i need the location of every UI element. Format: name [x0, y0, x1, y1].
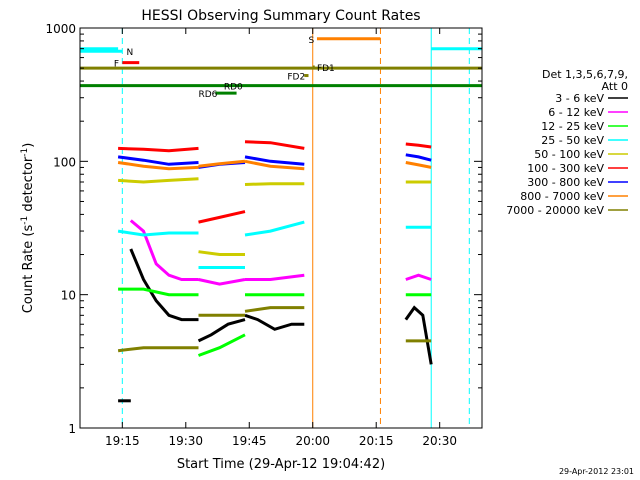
series-6-segment-0 [117, 155, 199, 166]
series-0-segment-1 [129, 248, 199, 322]
timestamp: 29-Apr-2012 23:01 [559, 467, 634, 476]
x-tick-label-3: 20:00 [295, 434, 330, 448]
series-0-segment-3 [244, 313, 305, 331]
series-6-segment-3 [405, 153, 432, 162]
y-tick-label-3: 1000 [45, 22, 76, 36]
y-tick-label-2: 100 [53, 155, 76, 169]
plot-area: NF FD1 FD2 RD0 RD6 S [79, 28, 482, 428]
legend-label-8: 7000 - 20000 keV [506, 204, 604, 217]
legend-header-line2: Att 0 [602, 80, 628, 93]
y-axis-label-sup2: -1 [20, 148, 30, 157]
series-1-segment-0 [129, 219, 199, 281]
y-axis-label-mid: detector [21, 156, 36, 216]
flag-label-3: FD2 [287, 73, 305, 83]
series-3-segment-1 [117, 229, 199, 237]
y-axis-label-end: ) [21, 143, 36, 148]
flag-label-6: S [309, 36, 315, 46]
x-axis-label: Start Time (29-Apr-12 19:04:42) [177, 457, 385, 472]
legend-label-1: 6 - 12 keV [548, 106, 604, 119]
legend-label-7: 800 - 7000 keV [520, 190, 604, 203]
series-7-segment-0 [117, 161, 199, 171]
y-axis: 1 10 100 1000 [45, 22, 482, 436]
series-5-segment-2 [244, 140, 305, 150]
y-tick-label-0: 1 [68, 422, 76, 436]
series-0-segment-4 [404, 305, 433, 365]
legend-label-0: 3 - 6 keV [555, 92, 604, 105]
x-tick-label-1: 19:30 [168, 434, 203, 448]
series-8-segment-1 [117, 346, 199, 353]
series-2-segment-1 [197, 333, 246, 357]
y-axis-label-sup1: -1 [20, 216, 30, 225]
x-tick-label-4: 20:15 [359, 434, 394, 448]
series-8-segment-3 [244, 306, 305, 313]
series-3-segment-3 [244, 220, 305, 237]
series-5-segment-0 [118, 146, 199, 153]
legend-label-2: 12 - 25 keV [541, 120, 604, 133]
series-4-segment-2 [244, 182, 305, 186]
series-7-segment-2 [244, 159, 305, 171]
x-tick-label-0: 19:15 [105, 434, 140, 448]
series-2-segment-0 [118, 287, 199, 297]
y-axis-label-main: Count Rate (s [21, 225, 36, 314]
series-1-segment-2 [245, 273, 305, 281]
series-4-segment-0 [118, 177, 199, 184]
series-1-segment-3 [405, 273, 432, 281]
x-tick-label-2: 19:45 [232, 434, 267, 448]
series-1-segment-1 [198, 278, 246, 286]
series-0-segment-2 [197, 318, 246, 343]
x-axis: 19:15 19:30 19:45 20:00 20:15 20:30 [105, 28, 457, 448]
flag-label-1: F [114, 60, 119, 70]
x-tick-label-5: 20:30 [422, 434, 457, 448]
legend-label-4: 50 - 100 keV [534, 148, 604, 161]
legend-label-5: 100 - 300 keV [527, 162, 604, 175]
flag-label-5: RD6 [198, 90, 217, 100]
series-5-segment-1 [198, 210, 246, 224]
y-axis-label: Count Rate (s-1 detector-1) [20, 143, 36, 314]
flag-label-4: RD0 [224, 83, 243, 93]
legend-label-6: 300 - 800 keV [527, 176, 604, 189]
series-7-segment-1 [198, 159, 246, 168]
y-tick-label-1: 10 [61, 289, 76, 303]
series-5-segment-3 [405, 142, 432, 149]
chart-title: HESSI Observing Summary Count Rates [141, 8, 420, 24]
flag-label-2: FD1 [317, 64, 335, 74]
series-6-segment-2 [244, 155, 305, 166]
series-7-segment-3 [405, 161, 432, 169]
legend-label-3: 25 - 50 keV [541, 134, 604, 147]
series-4-segment-1 [198, 250, 245, 256]
flag-label-0: N [127, 48, 134, 58]
legend-header-line1: Det 1,3,5,6,7,9, [542, 68, 628, 81]
plot-frame [79, 27, 483, 429]
